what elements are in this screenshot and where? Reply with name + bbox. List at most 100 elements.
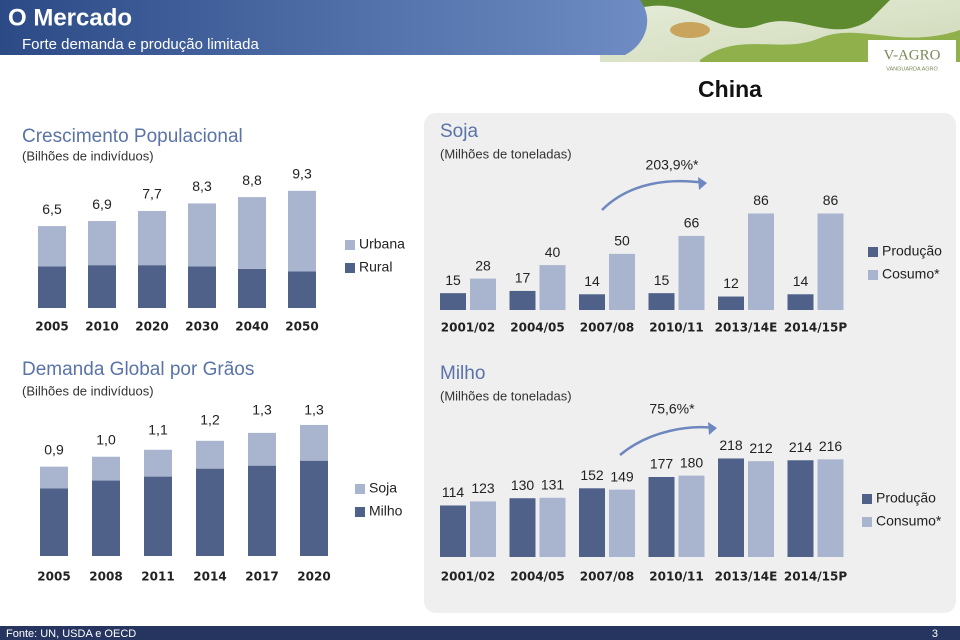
x-tick-label: 2001/02 [441,321,495,335]
bar [748,461,774,557]
value-label: 17 [515,270,531,286]
x-tick-label: 2004/05 [510,570,564,584]
bar [609,489,635,557]
bar-segment [40,466,68,489]
logo-box [868,40,956,76]
value-label: 14 [793,273,809,289]
legend-label: Consumo* [876,513,942,529]
total-label: 8,3 [192,178,212,194]
legend-swatch [345,240,355,250]
bar-segment [300,460,328,556]
value-label: 152 [580,467,604,483]
footer-band [0,626,960,640]
total-label: 8,8 [242,172,262,188]
bar [440,505,466,557]
value-label: 50 [614,233,630,249]
legend-label: Urbana [359,236,405,252]
footer-source: Fonte: UN, USDA e OECD [6,628,136,640]
x-tick-label: 2001/02 [441,570,495,584]
value-label: 15 [654,272,670,288]
value-label: 15 [445,272,461,288]
bar [678,475,705,557]
grain [670,22,710,38]
bar [470,278,496,310]
chart-subtitle: (Milhões de toneladas) [440,146,572,161]
value-label: 114 [442,484,465,500]
bar-segment [138,265,166,308]
value-label: 214 [789,439,813,455]
legend-label: Produção [876,490,936,506]
legend-swatch [862,494,872,504]
legend-swatch [862,517,872,527]
annotation-arrow [619,425,716,456]
bar [817,213,844,310]
bar-segment [92,480,120,556]
x-tick-label: 2050 [285,320,318,334]
bar [470,501,496,557]
x-tick-label: 2004/05 [510,321,564,335]
value-label: 66 [684,215,700,231]
total-label: 0,9 [44,441,64,457]
bar-segment [248,432,276,466]
bar-segment [138,210,166,266]
value-label: 28 [475,257,491,273]
x-tick-label: 2013/14E [715,570,778,584]
value-label: 14 [584,273,600,289]
legend-swatch [355,507,365,517]
x-tick-label: 2020 [297,570,330,584]
x-tick-label: 2010 [85,320,118,334]
arrow-head [698,177,707,190]
bar-segment [300,424,328,461]
legend-swatch [345,263,355,273]
x-tick-label: 2017 [245,570,278,584]
legend-label: Soja [369,480,397,496]
legend-swatch [868,270,878,280]
value-label: 130 [511,477,535,493]
bar [539,265,566,310]
bar [678,235,705,310]
value-label: 218 [719,437,743,453]
chart-subtitle: (Bilhões de indivíduos) [22,148,154,163]
arrow-head [708,422,717,435]
value-label: 86 [753,192,769,208]
x-tick-label: 2014/15P [784,321,847,335]
x-tick-label: 2040 [235,320,268,334]
bar [648,476,675,557]
value-label: 12 [723,275,739,291]
logo-name: V-AGRO [884,47,941,63]
value-label: 177 [650,456,674,472]
page-number: 3 [932,628,938,640]
chart-title: Demanda Global por Grãos [22,359,254,380]
bar [787,460,814,557]
total-label: 1,2 [200,412,220,428]
value-label: 131 [541,476,565,492]
total-label: 6,5 [42,201,62,217]
bar [579,488,605,557]
legend-label: Cosumo* [882,266,940,282]
bar-segment [38,266,66,308]
bar-segment [248,465,276,556]
total-label: 1,0 [96,431,116,447]
annotation: 75,6%* [649,401,695,417]
bar [817,459,844,557]
bar [787,294,814,310]
bar-segment [288,190,316,272]
bar-segment [144,449,172,477]
value-label: 180 [680,454,704,470]
chart-subtitle: (Milhões de toneladas) [440,388,572,403]
x-tick-label: 2020 [135,320,168,334]
total-label: 1,1 [148,421,168,437]
chart-title: Milho [440,363,485,384]
value-label: 40 [545,244,561,260]
total-label: 1,3 [252,402,272,418]
x-tick-label: 2010/11 [649,570,703,584]
header-band [0,0,648,55]
value-label: 212 [749,440,773,456]
header-title: O Mercado [8,4,132,31]
total-label: 6,9 [92,196,112,212]
total-label: 9,3 [292,166,312,182]
header-subtitle: Forte demanda e produção limitada [22,36,259,53]
value-label: 216 [819,438,843,454]
x-tick-label: 2008 [89,570,122,584]
legend-swatch [868,247,878,257]
